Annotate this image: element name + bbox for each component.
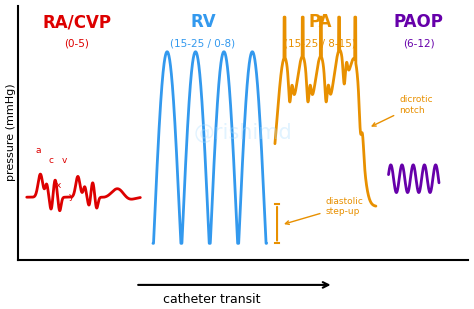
Text: v: v [62, 156, 67, 165]
Text: a: a [36, 146, 41, 155]
Text: RA/CVP: RA/CVP [42, 13, 111, 31]
Text: (15-25 / 8-15): (15-25 / 8-15) [284, 39, 356, 49]
Y-axis label: pressure (mmHg): pressure (mmHg) [6, 84, 16, 181]
Text: (15-25 / 0-8): (15-25 / 0-8) [170, 39, 236, 49]
Text: (0-5): (0-5) [64, 39, 89, 49]
Text: (6-12): (6-12) [403, 39, 435, 49]
Text: dicrotic
notch: dicrotic notch [372, 95, 433, 126]
Text: diastolic
step-up: diastolic step-up [285, 197, 363, 224]
Text: PAOP: PAOP [394, 13, 444, 31]
Text: x: x [55, 181, 61, 190]
Text: @rishimd: @rishimd [194, 123, 293, 142]
Text: RV: RV [190, 13, 216, 31]
Text: PA: PA [308, 13, 332, 31]
Text: c: c [48, 156, 53, 165]
Text: catheter transit: catheter transit [163, 293, 261, 306]
Text: y: y [69, 192, 74, 201]
